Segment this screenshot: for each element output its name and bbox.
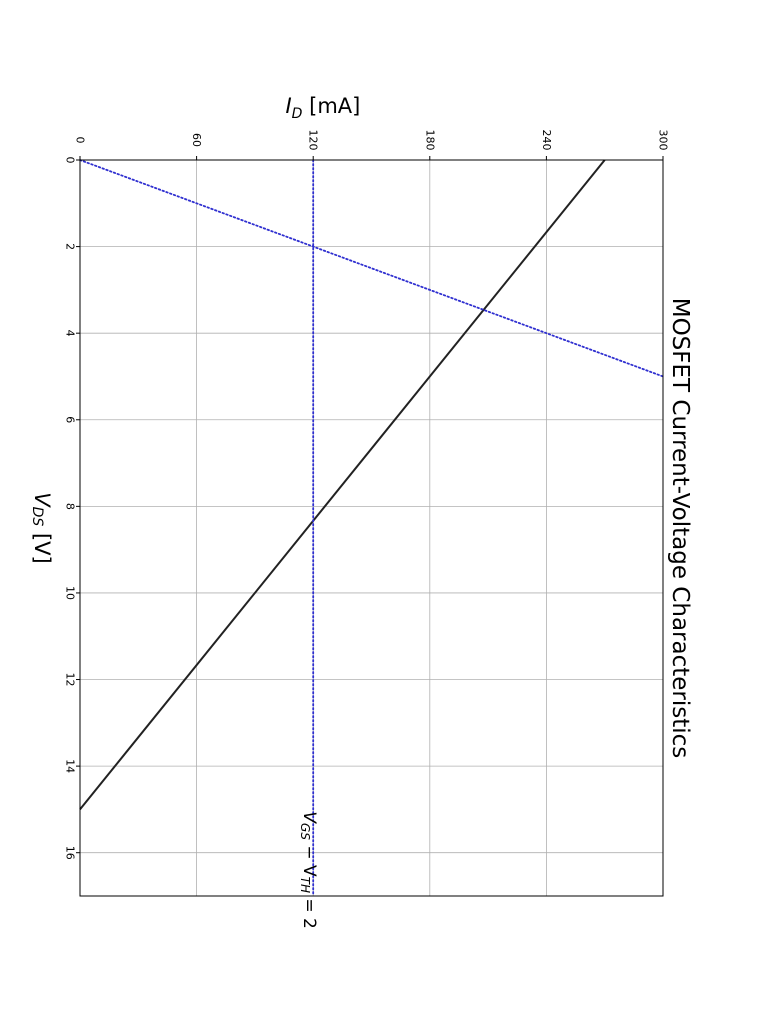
series-layer [79,159,664,897]
y-axis-label-sub: D [292,106,303,122]
annotation-prefix: V [299,811,319,824]
x-axis-label-main: V [30,492,54,508]
y-tick-label: 120 [307,130,320,151]
y-axis-label-unit: [mA] [302,94,360,118]
x-axis-label-unit: [V] [30,526,54,563]
x-tick-label: 10 [64,586,77,600]
plot-frame [79,159,664,897]
x-tick-label: 12 [64,673,77,687]
annotation-sub2: TH [298,877,312,893]
x-tick-label: 14 [64,759,77,773]
y-axis-label-main: I [285,94,291,118]
annotation-vgs-vth: VGS − VTH = 2 [298,811,319,928]
y-tick-label: 300 [657,130,670,151]
x-tick-label: 2 [64,243,77,250]
x-tick-label: 8 [64,503,77,510]
x-tick-label: 6 [64,416,77,423]
y-tick-label: 0 [74,137,87,144]
x-axis-label: VDS [V] [29,492,54,563]
x-tick-label: 4 [64,330,77,337]
annotation-mid: − V [299,840,319,877]
annotation-sub1: GS [298,823,312,840]
y-axis-label: ID​ [mA] [285,94,360,122]
series-line-1 [79,159,664,378]
x-tick-label: 0 [64,157,77,164]
x-tick-label: 16 [64,846,77,860]
chart-title: MOSFET Current-Voltage Characteristics [667,298,693,759]
grid [79,159,664,896]
y-tick-label: 180 [423,130,436,151]
annotation-suffix: = 2 [299,893,319,929]
y-tick-label: 240 [540,130,553,151]
x-axis-label-sub: DS [29,507,45,527]
series-line-0 [79,159,606,811]
ticks: 0 2 4 6 8 10 12 14 16 0 60 120 180 240 300 [64,130,670,860]
y-tick-label: 60 [190,133,203,147]
